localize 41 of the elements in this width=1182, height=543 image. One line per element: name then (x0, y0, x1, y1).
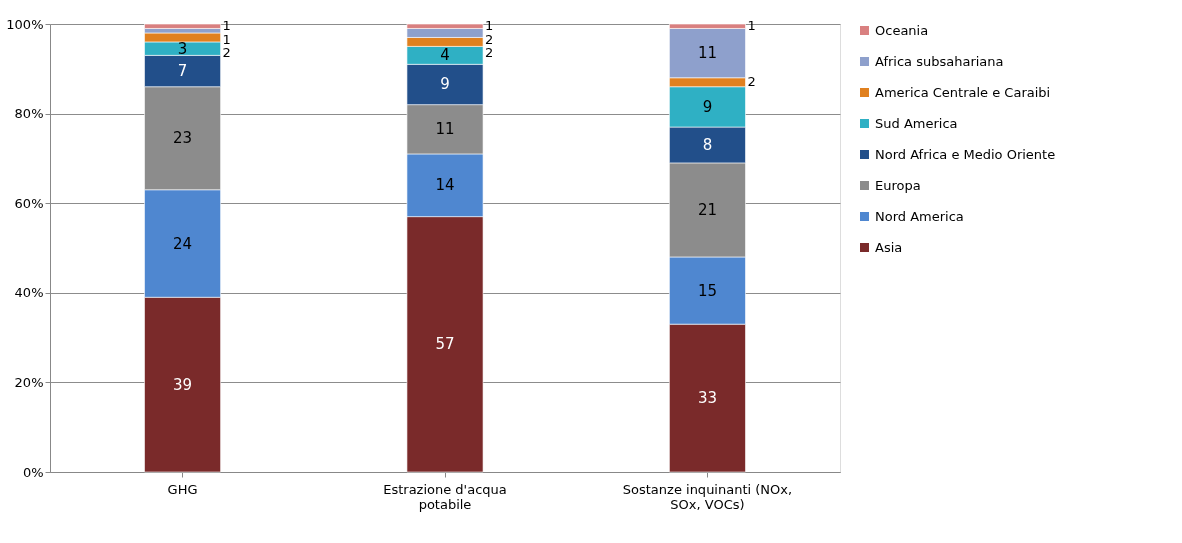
legend-label: Africa subsahariana (875, 53, 1004, 69)
data-label: 4 (440, 46, 450, 65)
data-label: 57 (435, 335, 455, 354)
data-label: 2 (747, 74, 756, 90)
data-label: 33 (697, 389, 718, 408)
data-label: 11 (435, 120, 455, 139)
legend-label: Nord America (875, 208, 964, 224)
data-label: 2 (485, 45, 494, 61)
data-label: 1 (485, 18, 494, 34)
legend-label: Oceania (875, 22, 929, 38)
x-tick-label: Sostanze inquinanti (NOx, SOx, VOCs) (622, 481, 793, 512)
data-label: 39 (172, 375, 193, 394)
x-tick-label: Estrazione d'acqua potabile (383, 481, 507, 512)
data-label: 8 (702, 135, 713, 154)
legend-label: Asia (875, 239, 903, 255)
data-label: 15 (697, 281, 718, 300)
y-tick-label: 60% (14, 195, 44, 211)
data-label: 9 (702, 97, 713, 116)
y-tick-label: 20% (14, 374, 44, 390)
data-label: 1 (222, 31, 231, 47)
y-tick-label: 80% (14, 106, 44, 122)
data-label: 3 (177, 39, 188, 58)
data-label: 11 (697, 44, 718, 63)
data-label: 24 (172, 234, 193, 253)
data-label: 1 (747, 18, 756, 34)
data-label: 1 (222, 18, 231, 34)
data-label: 23 (172, 129, 193, 148)
x-tick-label: GHG (167, 481, 198, 497)
legend-label: America Centrale e Caraibi (875, 84, 1051, 100)
data-label: 2 (485, 31, 494, 47)
y-tick-label: 100% (6, 16, 44, 32)
legend-label: Europa (875, 177, 921, 193)
data-label: 9 (440, 75, 450, 94)
y-tick-label: 0% (22, 464, 44, 480)
data-label: 21 (697, 200, 718, 219)
y-tick-label: 40% (14, 285, 44, 301)
data-label: 7 (177, 62, 188, 81)
legend-label: Sud America (875, 115, 958, 131)
legend-label: Nord Africa e Medio Oriente (875, 146, 1056, 162)
data-label: 14 (435, 176, 455, 195)
data-label: 2 (222, 45, 231, 61)
